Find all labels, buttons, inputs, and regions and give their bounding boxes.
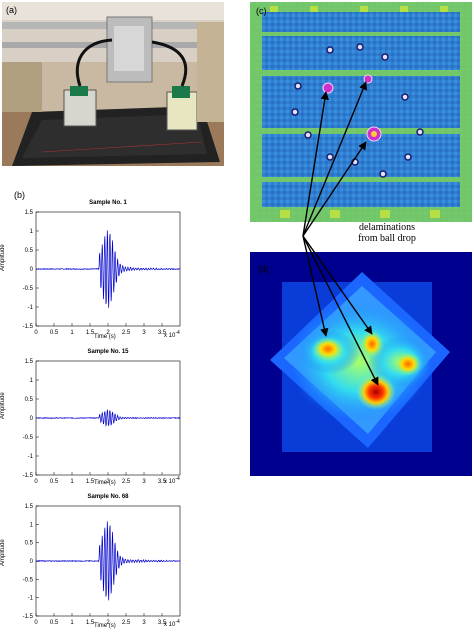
plot-svg: 1.510.50-0.5-1-1.50 0.5 1 1.5 2 2.5 3 3.5 bbox=[23, 210, 181, 336]
y-tick-label: -1 bbox=[28, 596, 34, 602]
panel-label-d: (d) bbox=[258, 264, 269, 274]
x-tick-label: 2.5 bbox=[122, 330, 131, 336]
x-tick-label: 0.5 bbox=[50, 620, 59, 626]
x-exponent: x 10-4 bbox=[164, 619, 180, 628]
x-tick-label: 1.5 bbox=[86, 330, 95, 336]
y-tick-label: 0 bbox=[30, 267, 34, 273]
x-tick-label: 1 bbox=[70, 620, 74, 626]
signal-plot-3: Sample No. 68 Amplitude 1.5 1 0.5 0 -0.5 -1 -1… bbox=[0, 482, 190, 632]
y-tick-label: 1 bbox=[30, 522, 34, 528]
y-tick-label: -1.5 bbox=[23, 473, 34, 479]
y-tick-label: -0.5 bbox=[23, 286, 34, 292]
x-tick-label: 3.5 bbox=[158, 620, 167, 626]
plot-svg: 1.510.50-0.5-1-1.50 0.5 1 1.5 2 2.5 3 3.5 bbox=[23, 504, 181, 626]
x-tick-label: 3.5 bbox=[158, 330, 167, 336]
y-tick-label: 0 bbox=[30, 559, 34, 565]
y-tick-label: -1.5 bbox=[23, 324, 34, 330]
y-tick-label: -1 bbox=[28, 305, 34, 311]
x-exponent: x 10-4 bbox=[164, 476, 180, 485]
plot-svg: 1.510.50-0.5-1-1.50 0.5 1 1.5 2 2.5 3 3.5 bbox=[23, 359, 181, 485]
x-tick-label: 1 bbox=[70, 330, 74, 336]
x-axis-label: Time (s) bbox=[94, 480, 116, 486]
x-tick-label: 3 bbox=[142, 620, 146, 626]
plot-title: Sample No. 1 bbox=[89, 200, 127, 206]
y-tick-label: 1 bbox=[30, 378, 34, 384]
panel-label-a: (a) bbox=[6, 5, 17, 15]
y-tick-label: 1 bbox=[30, 229, 34, 235]
y-tick-label: 0 bbox=[30, 416, 34, 422]
signal-trace bbox=[36, 230, 181, 308]
arrow bbox=[302, 235, 379, 386]
y-tick-label: -1.5 bbox=[23, 614, 34, 620]
arrow bbox=[302, 81, 368, 237]
annotation-line-2: from ball drop bbox=[358, 233, 416, 244]
test-rig-photo bbox=[2, 2, 224, 166]
x-tick-label: 0 bbox=[34, 479, 38, 485]
c-scan-image bbox=[250, 2, 472, 222]
delamination-annotation: delaminations from ball drop bbox=[342, 222, 432, 244]
y-tick-label: 0.5 bbox=[25, 248, 34, 254]
x-tick-label: 1 bbox=[70, 479, 74, 485]
y-tick-label: 1.5 bbox=[25, 504, 34, 510]
y-tick-label: 0.5 bbox=[25, 541, 34, 547]
x-tick-label: 0.5 bbox=[50, 330, 59, 336]
signal-trace bbox=[35, 521, 181, 601]
x-tick-label: 1.5 bbox=[86, 620, 95, 626]
plot-title: Sample No. 15 bbox=[87, 349, 129, 355]
annotation-line-1: delaminations bbox=[358, 222, 416, 233]
signal-trace bbox=[35, 409, 181, 427]
x-tick-label: 0 bbox=[34, 620, 38, 626]
x-tick-label: 0.5 bbox=[50, 479, 59, 485]
x-tick-label: 2 bbox=[106, 330, 110, 336]
x-tick-label: 3.5 bbox=[158, 479, 167, 485]
damage-heatmap bbox=[250, 252, 472, 476]
c-scan-illustration bbox=[250, 2, 472, 222]
panel-label-b: (b) bbox=[14, 190, 25, 200]
x-tick-label: 2 bbox=[106, 479, 110, 485]
x-tick-label: 3 bbox=[142, 330, 146, 336]
y-tick-label: 1.5 bbox=[25, 210, 34, 216]
y-tick-label: -0.5 bbox=[23, 577, 34, 583]
x-tick-label: 2.5 bbox=[122, 479, 131, 485]
arrow bbox=[302, 235, 329, 337]
x-tick-label: 0 bbox=[34, 330, 38, 336]
x-axis-label: Time (s) bbox=[94, 623, 116, 629]
heatmap-illustration bbox=[250, 252, 472, 476]
test-rig-illustration bbox=[2, 2, 224, 166]
y-tick-label: 1.5 bbox=[25, 359, 34, 365]
arrow bbox=[302, 235, 373, 335]
x-axis-label: Time (s) bbox=[94, 334, 116, 340]
arrow bbox=[302, 141, 367, 237]
panel-label-c: (c) bbox=[256, 6, 267, 16]
y-tick-label: -0.5 bbox=[23, 435, 34, 441]
x-tick-label: 2 bbox=[106, 620, 110, 626]
y-tick-label: 0.5 bbox=[25, 397, 34, 403]
arrow bbox=[302, 91, 329, 237]
x-exponent: x 10-4 bbox=[164, 330, 180, 339]
x-tick-label: 1.5 bbox=[86, 479, 95, 485]
x-tick-label: 3 bbox=[142, 479, 146, 485]
signal-plot-2: Sample No. 15 Amplitude 1.5 1 0.5 0 -0.5 -1 -1… bbox=[0, 339, 190, 487]
x-tick-label: 2.5 bbox=[122, 620, 131, 626]
y-tick-label: -1 bbox=[28, 454, 34, 460]
plot-title: Sample No. 68 bbox=[87, 494, 129, 500]
signal-plot-1: Sample No. 1 Amplitude 1.5 1 0.5 0 -0.5 -1 -1.… bbox=[0, 196, 190, 344]
